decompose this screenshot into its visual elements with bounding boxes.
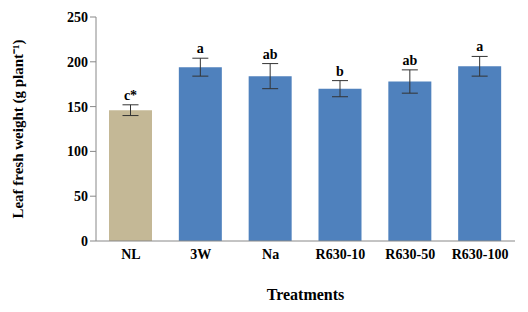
svg-text:Treatments: Treatments (267, 286, 345, 303)
svg-text:3W: 3W (190, 247, 211, 262)
svg-text:R630-10: R630-10 (316, 247, 366, 262)
svg-text:NL: NL (121, 247, 140, 262)
svg-text:R630-50: R630-50 (385, 247, 435, 262)
svg-text:c*: c* (124, 88, 137, 103)
svg-text:0: 0 (81, 234, 88, 249)
svg-text:Leaf fresh weight (g plant⁻¹): Leaf fresh weight (g plant⁻¹) (10, 39, 27, 218)
svg-text:150: 150 (67, 100, 88, 115)
svg-text:b: b (336, 64, 344, 79)
svg-text:50: 50 (74, 189, 88, 204)
svg-text:250: 250 (67, 10, 88, 25)
svg-text:a: a (476, 39, 483, 54)
svg-text:ab: ab (402, 53, 417, 68)
svg-text:a: a (197, 41, 204, 56)
svg-text:200: 200 (67, 55, 88, 70)
svg-text:Na: Na (262, 247, 279, 262)
svg-text:100: 100 (67, 144, 88, 159)
svg-text:ab: ab (263, 47, 278, 62)
svg-text:R630-100: R630-100 (452, 247, 509, 262)
